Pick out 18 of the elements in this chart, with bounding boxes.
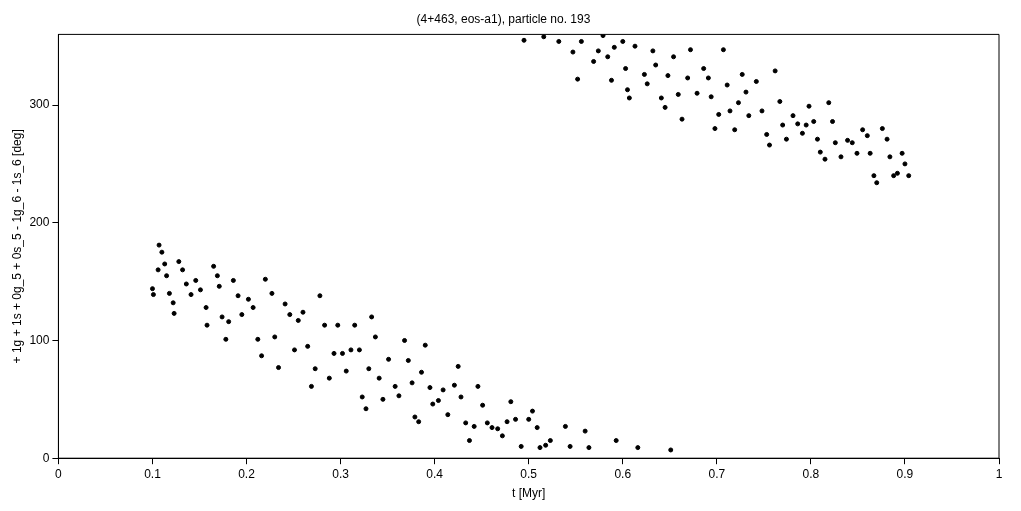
- x-tick-label: 0.1: [144, 466, 162, 481]
- x-axis-title: t [Myr]: [512, 486, 546, 501]
- x-tick-label: 0.7: [708, 466, 726, 481]
- chart-title: (4+463, eos-a1), particle no. 193: [416, 11, 591, 26]
- y-tick-label: 0: [42, 450, 50, 465]
- x-tick-label: 0.5: [520, 466, 538, 481]
- x-tick-label: 0.2: [238, 466, 256, 481]
- x-tick-label: 0.9: [896, 466, 914, 481]
- y-axis-title: + 1g + 1s + 0g_5 + 0s_5 - 1g_6 - 1s_6 [deg]: [9, 129, 24, 364]
- y-tick-label: 100: [29, 332, 50, 347]
- x-tick-label: 0.4: [426, 466, 444, 481]
- y-tick-label: 200: [29, 215, 50, 230]
- x-tick-label: 0: [55, 466, 63, 481]
- y-tick-label: 300: [29, 97, 50, 112]
- x-tick-label: 0.3: [332, 466, 350, 481]
- x-tick-label: 0.6: [614, 466, 632, 481]
- x-tick-label: 0.8: [802, 466, 820, 481]
- x-tick-label: 1: [995, 466, 1003, 481]
